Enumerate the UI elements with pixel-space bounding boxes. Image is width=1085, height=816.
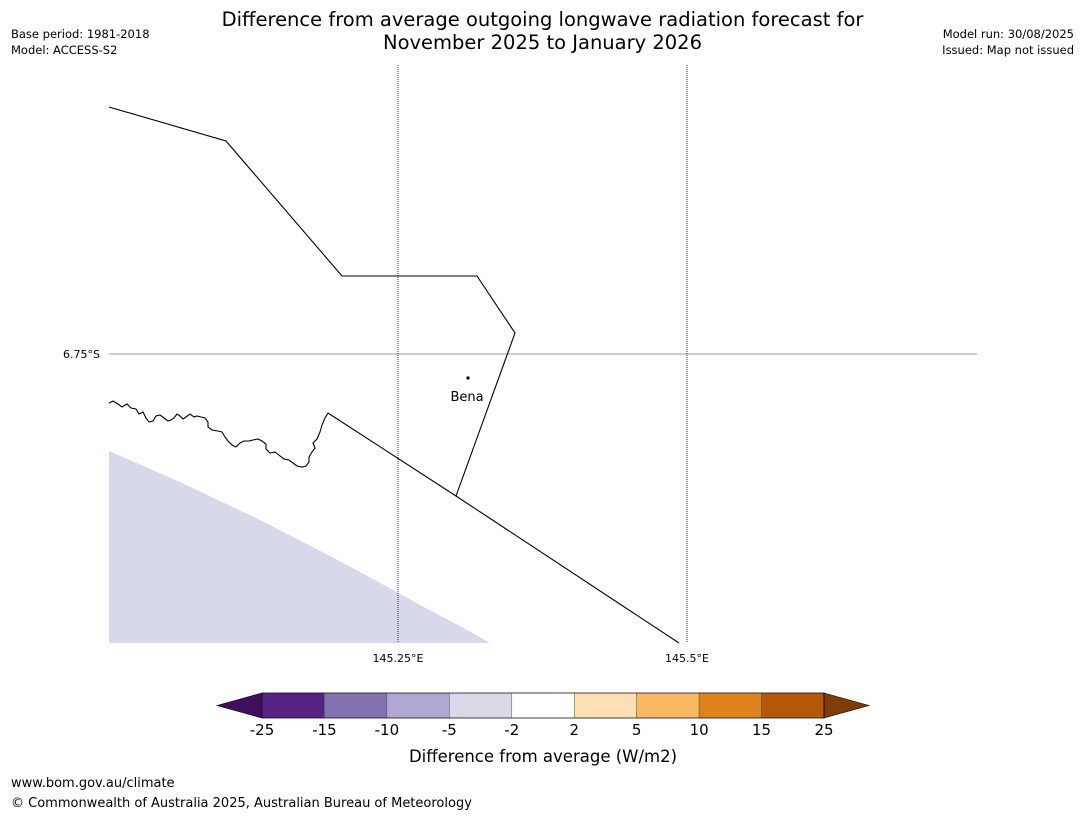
- meta-left: Base period: 1981-2018 Model: ACCESS-S2: [11, 26, 150, 58]
- footer-copyright: © Commonwealth of Australia 2025, Austra…: [11, 796, 472, 811]
- colorbar-tick-label: -10: [375, 721, 400, 739]
- latitude-label: 6.75°S: [63, 348, 100, 361]
- colorbar-outline: [261, 692, 825, 719]
- anomaly-shaded-region: [109, 451, 490, 643]
- map-title: Difference from average outgoing longwav…: [0, 8, 1085, 54]
- colorbar: [215, 692, 871, 719]
- colorbar-tick-label: 25: [814, 721, 833, 739]
- issued-status: Issued: Map not issued: [942, 43, 1074, 57]
- colorbar-tick-label: 15: [752, 721, 771, 739]
- colorbar-title: Difference from average (W/m2): [409, 747, 677, 766]
- title-line-2: November 2025 to January 2026: [383, 31, 702, 54]
- base-period: Base period: 1981-2018: [11, 27, 150, 41]
- colorbar-segment: [698, 692, 762, 719]
- colorbar-tick-label: 5: [632, 721, 642, 739]
- colorbar-extend-low: [215, 692, 263, 719]
- colorbar-tick-label: 2: [569, 721, 579, 739]
- bena-label: Bena: [450, 390, 483, 405]
- province-boundary-south: [327, 412, 680, 644]
- colorbar-ticks: -25 -15 -10 -5 -2 2 5 10 15 25: [250, 721, 834, 739]
- colorbar-segment: [573, 692, 637, 719]
- colorbar-segment: [761, 692, 825, 719]
- colorbar-tick-label: 10: [690, 721, 709, 739]
- colorbar-tick-label: -15: [312, 721, 337, 739]
- longitude-label-145-5: 145.5°E: [665, 652, 709, 665]
- model-run: Model run: 30/08/2025: [942, 27, 1074, 41]
- meta-right: Model run: 30/08/2025 Issued: Map not is…: [942, 26, 1074, 58]
- model-name: Model: ACCESS-S2: [11, 43, 118, 57]
- title-line-1: Difference from average outgoing longwav…: [221, 8, 864, 31]
- colorbar-segment: [511, 692, 575, 719]
- footer-url[interactable]: www.bom.gov.au/climate: [11, 776, 175, 791]
- river-boundary: [108, 400, 329, 468]
- colorbar-tick-label: -5: [442, 721, 457, 739]
- longitude-label-145-25: 145.25°E: [373, 652, 424, 665]
- colorbar-tick-label: -25: [250, 721, 275, 739]
- colorbar-extend-high: [823, 692, 871, 719]
- colorbar-segment: [324, 692, 388, 719]
- bena-location-dot: [466, 376, 470, 380]
- colorbar-segment: [261, 692, 325, 719]
- colorbar-segment: [449, 692, 513, 719]
- colorbar-segment: [386, 692, 450, 719]
- province-boundary-north: [108, 106, 516, 497]
- colorbar-tick-label: -2: [504, 721, 519, 739]
- colorbar-segment: [636, 692, 700, 719]
